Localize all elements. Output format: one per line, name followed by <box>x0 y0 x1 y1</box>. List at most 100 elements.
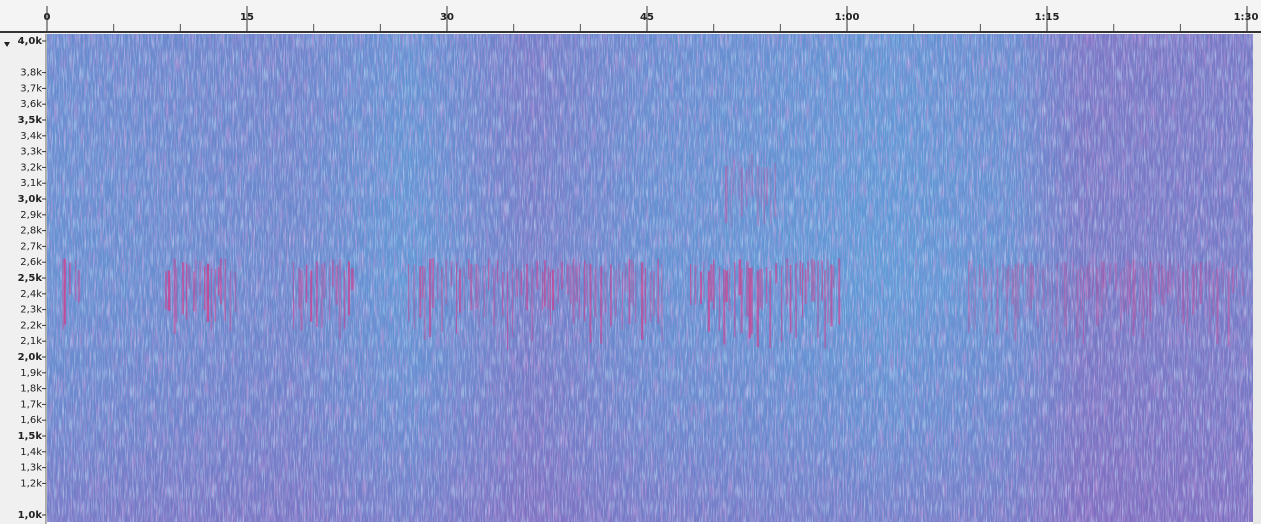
streak <box>1014 264 1017 341</box>
frequency-label: 1,3k <box>20 463 42 474</box>
streak <box>511 263 513 338</box>
streak <box>1080 264 1082 321</box>
streak <box>763 167 766 224</box>
frequency-label: 3,3k <box>20 147 42 158</box>
time-label: 15 <box>240 12 254 23</box>
frequency-label: 1,9k <box>20 368 42 379</box>
streak <box>1152 264 1154 287</box>
streak <box>1036 262 1039 328</box>
streak <box>310 270 313 322</box>
streak <box>470 263 473 311</box>
streak <box>748 154 751 186</box>
streak <box>544 260 546 307</box>
streak <box>756 270 759 348</box>
streak <box>572 258 575 324</box>
streak <box>761 269 763 311</box>
streak <box>833 265 835 288</box>
streak <box>1227 270 1230 347</box>
streak <box>431 258 435 308</box>
frequency-label: 3,7k <box>20 83 42 94</box>
streak <box>445 260 448 306</box>
streak <box>630 259 633 303</box>
streak <box>604 271 607 313</box>
frequency-label: 2,0k <box>18 352 43 363</box>
streak <box>738 259 741 296</box>
frequency-label: 3,4k <box>20 131 42 142</box>
streak <box>1205 262 1207 284</box>
streak <box>707 271 710 332</box>
streak <box>408 263 410 322</box>
streak <box>751 153 753 197</box>
streak <box>335 265 338 305</box>
streak <box>1068 270 1070 313</box>
streak <box>348 261 350 316</box>
streak <box>1134 268 1136 320</box>
streak <box>827 259 829 324</box>
streak <box>811 258 814 302</box>
streak <box>483 265 485 318</box>
streak <box>990 260 992 312</box>
streak <box>1017 262 1020 319</box>
streak <box>769 271 772 349</box>
streak <box>536 260 539 290</box>
streak <box>1169 258 1172 298</box>
streak <box>502 271 504 317</box>
streak <box>468 258 470 280</box>
streak <box>181 262 184 315</box>
streak <box>589 263 592 343</box>
streak <box>821 260 823 301</box>
collapse-arrow[interactable] <box>4 42 10 47</box>
streak <box>332 260 334 287</box>
streak <box>547 266 550 309</box>
streak <box>785 258 789 305</box>
streak <box>214 269 216 322</box>
streak <box>204 266 206 311</box>
streak <box>206 263 210 322</box>
streak <box>1102 262 1105 289</box>
streak <box>733 159 735 195</box>
streak <box>615 270 617 317</box>
streak <box>1047 263 1049 308</box>
streak <box>175 267 178 323</box>
frequency-label: 1,6k <box>20 415 42 426</box>
streak <box>725 270 728 302</box>
frequency-label: 3,5k <box>18 115 43 126</box>
streak <box>1061 262 1063 308</box>
streak <box>441 267 443 332</box>
streak <box>813 260 816 302</box>
streak <box>549 271 551 326</box>
streak <box>64 258 66 325</box>
streak <box>979 263 981 287</box>
spectrogram <box>47 34 1253 522</box>
streak <box>1076 269 1079 339</box>
streak <box>1139 261 1141 313</box>
streak <box>750 267 753 335</box>
time-label: 1:00 <box>835 12 860 23</box>
streak <box>621 271 623 330</box>
streak <box>561 262 563 290</box>
streak <box>1002 264 1004 293</box>
streak <box>746 261 749 317</box>
streak <box>298 268 301 309</box>
streak <box>618 262 620 288</box>
streak <box>478 265 480 328</box>
streak <box>173 258 176 335</box>
streak <box>224 259 226 321</box>
streak <box>1132 259 1135 337</box>
streak <box>661 263 663 342</box>
frequency-label: 2,1k <box>20 336 42 347</box>
frequency-label: 3,6k <box>20 99 42 110</box>
streak <box>229 271 232 332</box>
streak <box>1192 264 1195 315</box>
streak <box>62 259 65 330</box>
streak <box>1029 262 1032 310</box>
frequency-label: 1,8k <box>20 384 42 395</box>
timeline-ruler[interactable] <box>0 0 1261 34</box>
streak <box>1128 264 1131 305</box>
frequency-label: 2,9k <box>20 210 42 221</box>
streak <box>1199 262 1202 305</box>
streak <box>488 258 490 290</box>
streak <box>1114 262 1118 291</box>
streak <box>456 262 458 334</box>
